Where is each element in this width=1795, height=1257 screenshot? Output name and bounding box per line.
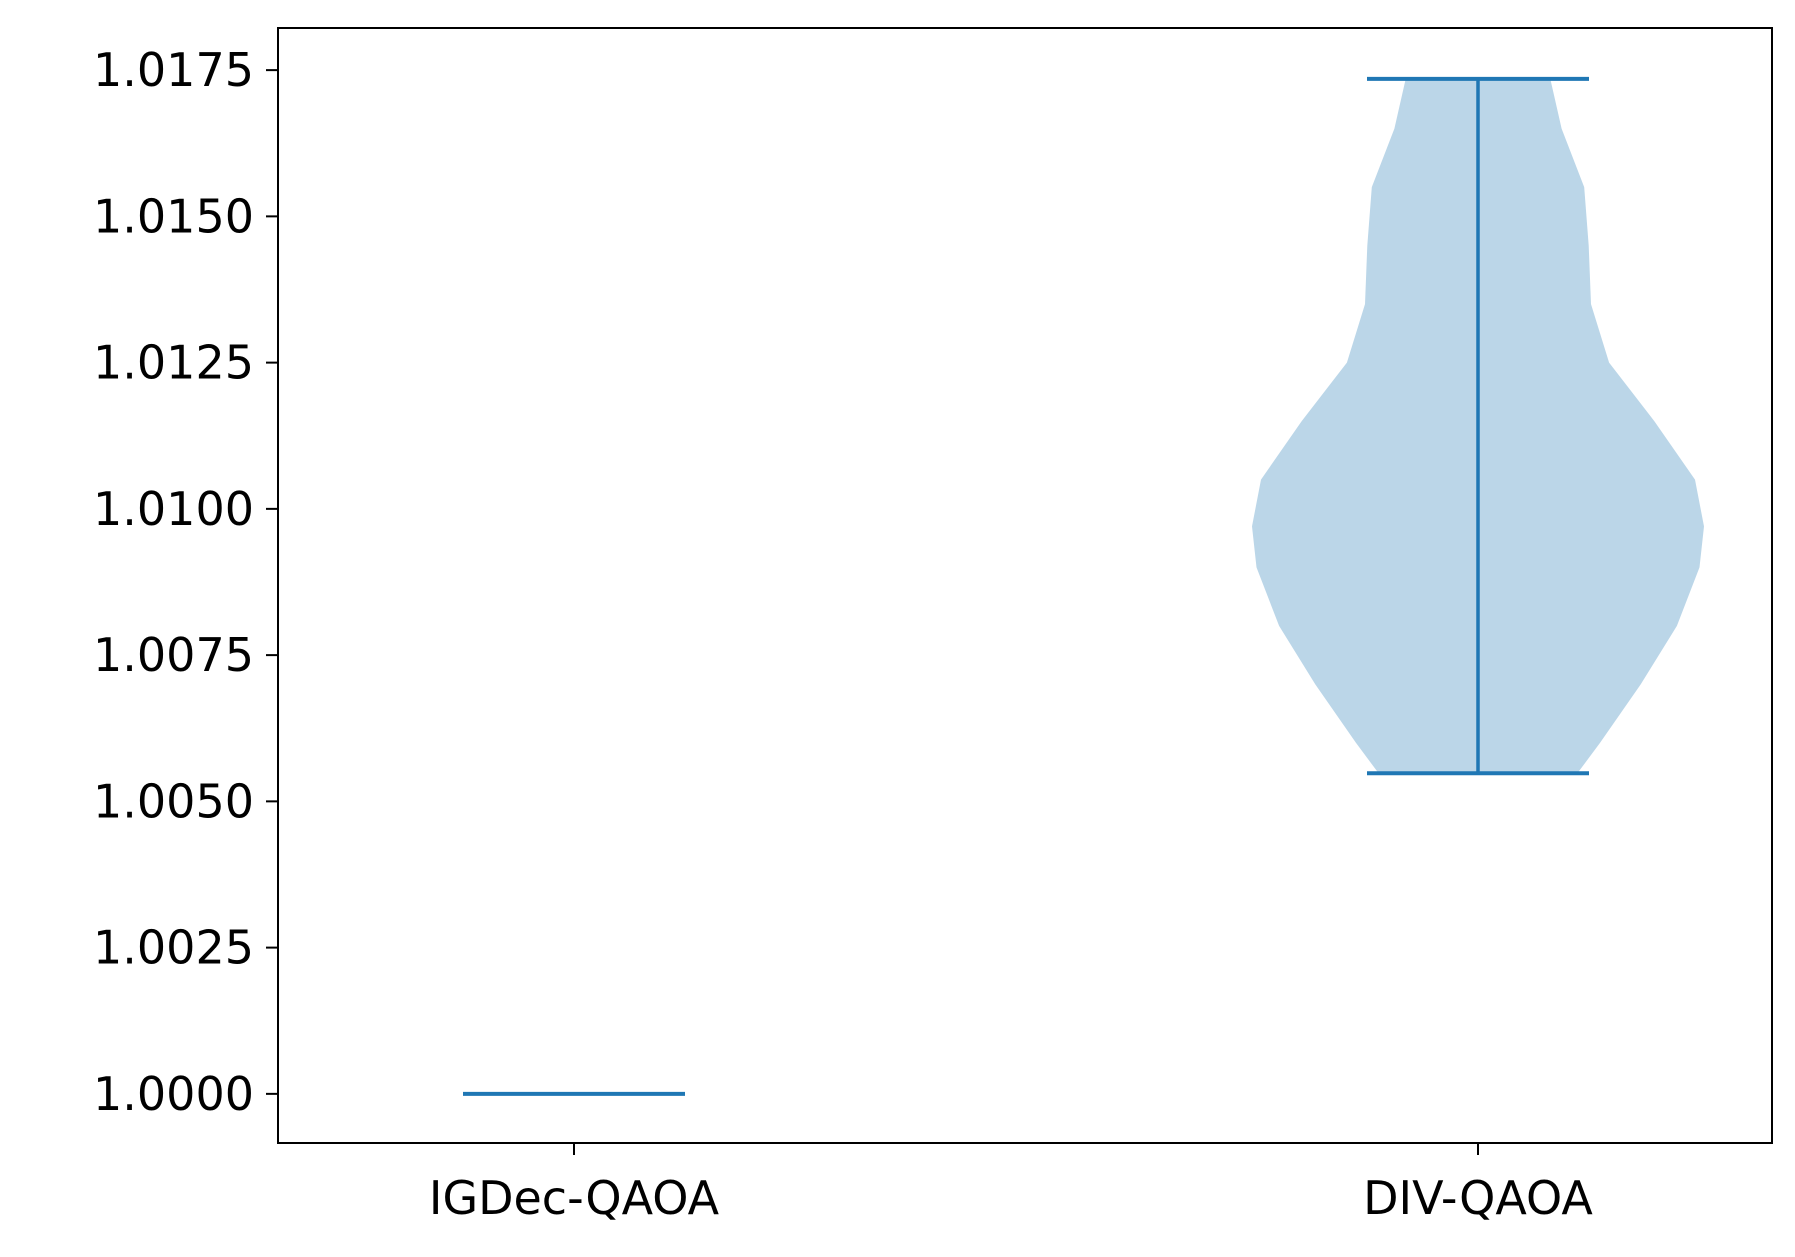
- x-tick-label: IGDec-QAOA: [429, 1171, 720, 1225]
- plot-area-frame: [277, 27, 1773, 1144]
- x-tick-label: DIV-QAOA: [1363, 1171, 1593, 1225]
- y-tick-label: 1.0125: [93, 336, 254, 390]
- violin-lines: [463, 76, 1589, 1096]
- y-tick-label: 1.0000: [93, 1067, 254, 1121]
- x-axis: IGDec-QAOA DIV-QAOA: [429, 1143, 1593, 1225]
- y-axis: 1.0000 1.0025 1.0050 1.0075 1.0100 1.0125 1.01…: [93, 43, 278, 1121]
- y-tick-label: 1.0050: [93, 774, 254, 828]
- y-tick-label: 1.0025: [93, 921, 254, 975]
- y-tick-label: 1.0075: [93, 628, 254, 682]
- y-tick-label: 1.0150: [93, 189, 254, 243]
- y-tick-label: 1.0100: [93, 482, 254, 536]
- y-tick-label: 1.0175: [93, 43, 254, 97]
